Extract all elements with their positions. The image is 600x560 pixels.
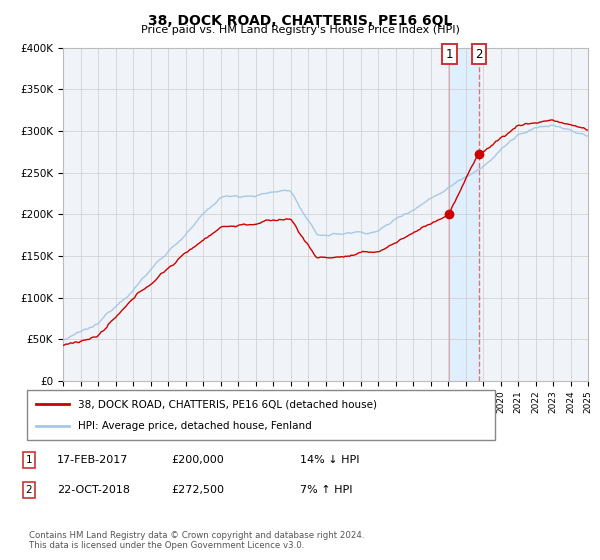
Text: 2: 2 <box>476 48 483 60</box>
Text: HPI: Average price, detached house, Fenland: HPI: Average price, detached house, Fenl… <box>79 421 312 431</box>
Text: 38, DOCK ROAD, CHATTERIS, PE16 6QL (detached house): 38, DOCK ROAD, CHATTERIS, PE16 6QL (deta… <box>79 399 377 409</box>
Text: 14% ↓ HPI: 14% ↓ HPI <box>300 455 359 465</box>
Bar <box>449 48 479 381</box>
Text: 1: 1 <box>25 455 32 465</box>
Text: £200,000: £200,000 <box>171 455 224 465</box>
Text: 7% ↑ HPI: 7% ↑ HPI <box>300 485 353 495</box>
Text: 17-FEB-2017: 17-FEB-2017 <box>57 455 128 465</box>
Text: 1: 1 <box>446 48 453 60</box>
Text: £272,500: £272,500 <box>171 485 224 495</box>
FancyBboxPatch shape <box>27 390 495 440</box>
Text: Contains HM Land Registry data © Crown copyright and database right 2024.
This d: Contains HM Land Registry data © Crown c… <box>29 530 364 550</box>
Text: 22-OCT-2018: 22-OCT-2018 <box>57 485 130 495</box>
Text: Price paid vs. HM Land Registry's House Price Index (HPI): Price paid vs. HM Land Registry's House … <box>140 25 460 35</box>
Text: 38, DOCK ROAD, CHATTERIS, PE16 6QL: 38, DOCK ROAD, CHATTERIS, PE16 6QL <box>148 14 452 28</box>
Text: 2: 2 <box>25 485 32 495</box>
